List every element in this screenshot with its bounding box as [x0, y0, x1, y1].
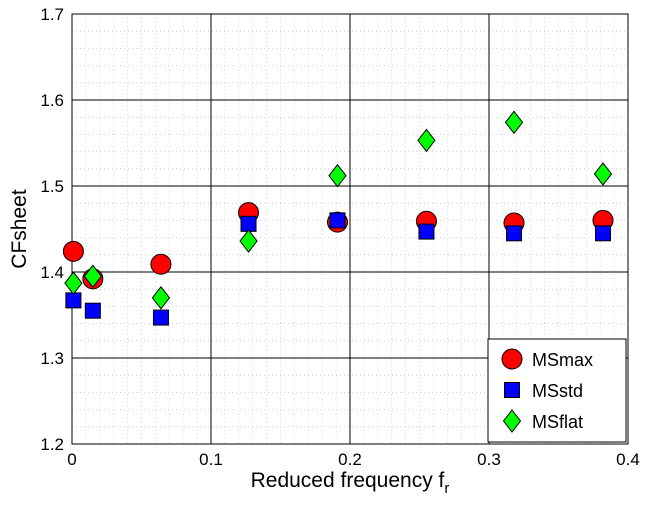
msflat-point — [504, 110, 524, 135]
series-msflat — [64, 110, 613, 310]
legend-label-msmax: MSmax — [532, 350, 593, 370]
msflat-point — [83, 264, 102, 289]
legend: MSmax MSstd MSflat — [487, 338, 627, 443]
legend-label-msstd: MSstd — [532, 381, 583, 401]
msflat-point — [417, 128, 436, 153]
y-axis-title: CFsheet — [8, 189, 31, 269]
msstd-point — [84, 302, 101, 319]
msstd-point — [506, 225, 523, 242]
legend-label-msflat: MSflat — [532, 412, 583, 432]
msflat-point — [593, 162, 613, 186]
y-tick-label: 1.2 — [40, 435, 64, 454]
x-tick-label: 0 — [67, 450, 76, 469]
y-tick-label: 1.5 — [40, 177, 64, 196]
msstd-point — [240, 215, 257, 232]
msflat-point — [239, 229, 258, 253]
msmax-point — [150, 253, 172, 275]
msmax-point — [62, 240, 84, 262]
legend-marker-msflat — [502, 409, 522, 433]
legend-marker-msmax — [501, 348, 523, 370]
x-tick-label: 0.3 — [477, 450, 501, 469]
legend-marker-msstd — [504, 382, 520, 398]
msflat-point — [328, 163, 347, 188]
y-tick-labels: 1.2 1.3 1.4 1.5 1.6 1.7 — [40, 5, 64, 454]
msflat-point — [151, 285, 171, 310]
legend-items: MSmax MSstd MSflat — [501, 348, 593, 433]
y-tick-label: 1.3 — [40, 349, 64, 368]
x-tick-label: 0.2 — [338, 450, 362, 469]
y-tick-label: 1.4 — [40, 263, 64, 282]
legend-item-msflat: MSflat — [502, 409, 583, 433]
y-tick-label: 1.6 — [40, 91, 64, 110]
msstd-point — [65, 292, 82, 309]
y-tick-label: 1.7 — [40, 5, 64, 24]
msstd-point — [152, 309, 169, 326]
msstd-point — [418, 223, 435, 240]
legend-item-msmax: MSmax — [501, 348, 593, 370]
data-markers — [62, 110, 614, 326]
legend-item-msstd: MSstd — [504, 381, 583, 401]
x-tick-label: 0.1 — [199, 450, 223, 469]
x-tick-label: 0.4 — [616, 450, 640, 469]
minor-grid — [72, 14, 628, 444]
x-axis-title: Reduced frequency fr — [251, 469, 450, 497]
msflat-point — [64, 271, 83, 295]
x-tick-labels: 0 0.1 0.2 0.3 0.4 — [67, 450, 640, 469]
msstd-point — [594, 225, 611, 242]
msstd-point — [329, 212, 346, 229]
